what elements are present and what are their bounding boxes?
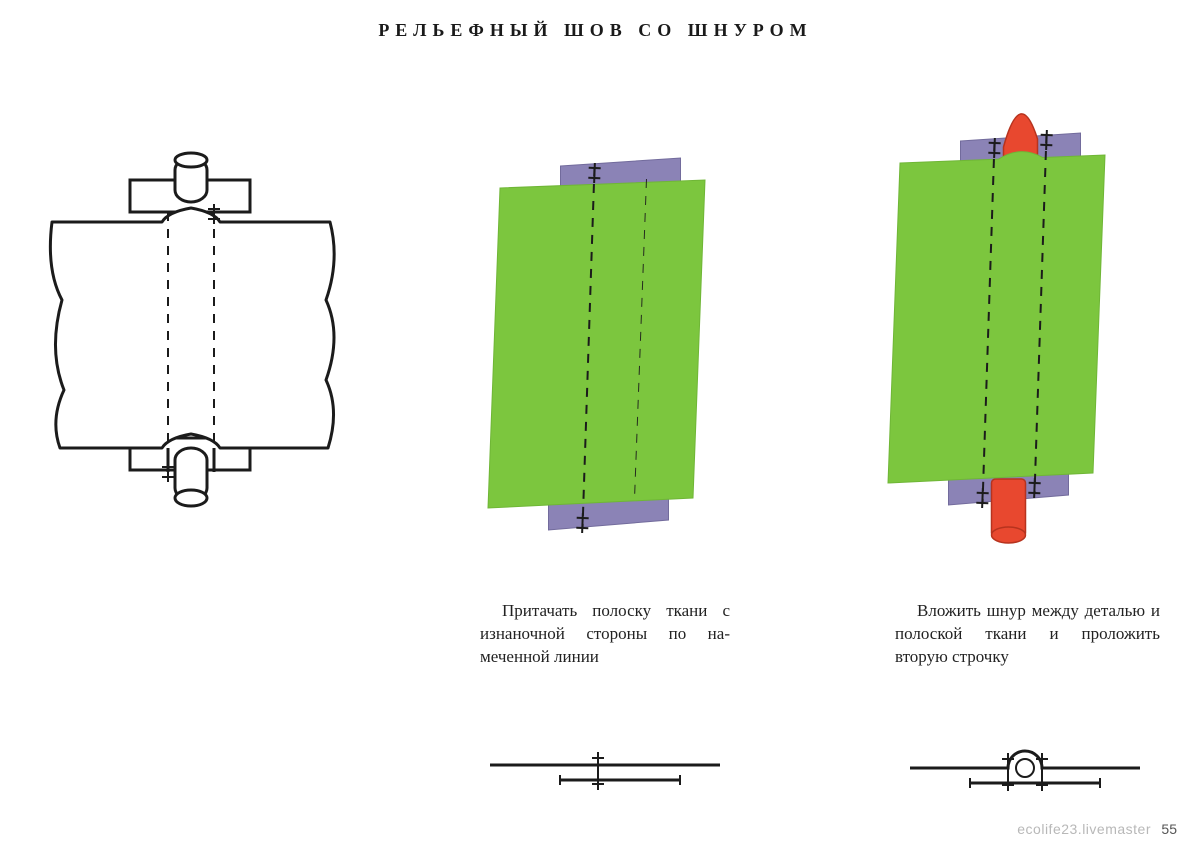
xsec-flat (480, 740, 730, 810)
panel-1 (40, 150, 350, 525)
diagram-outline-cord (40, 150, 350, 520)
cross-section-3 (900, 735, 1150, 815)
page-number: 55 (1161, 821, 1177, 837)
diagram-insert-cord (870, 105, 1170, 565)
diagram-stitch-strip (470, 130, 730, 550)
caption-3-text: Вложить шнур между де­талью и полоской т… (895, 601, 1160, 666)
caption-2: Притачать полоску ткани с изнаночной сто… (480, 600, 730, 669)
xsec-cord (900, 735, 1150, 810)
panel-2 (470, 130, 730, 555)
panel-3 (870, 105, 1170, 570)
cross-section-2 (480, 740, 730, 815)
watermark: ecolife23.livemaster (1017, 821, 1151, 837)
caption-3: Вложить шнур между де­талью и полоской т… (895, 600, 1160, 669)
caption-2-text: Притачать полоску ткани с изнаночной сто… (480, 601, 730, 666)
page-title: РЕЛЬЕФНЫЙ ШОВ СО ШНУРОМ (0, 20, 1191, 41)
